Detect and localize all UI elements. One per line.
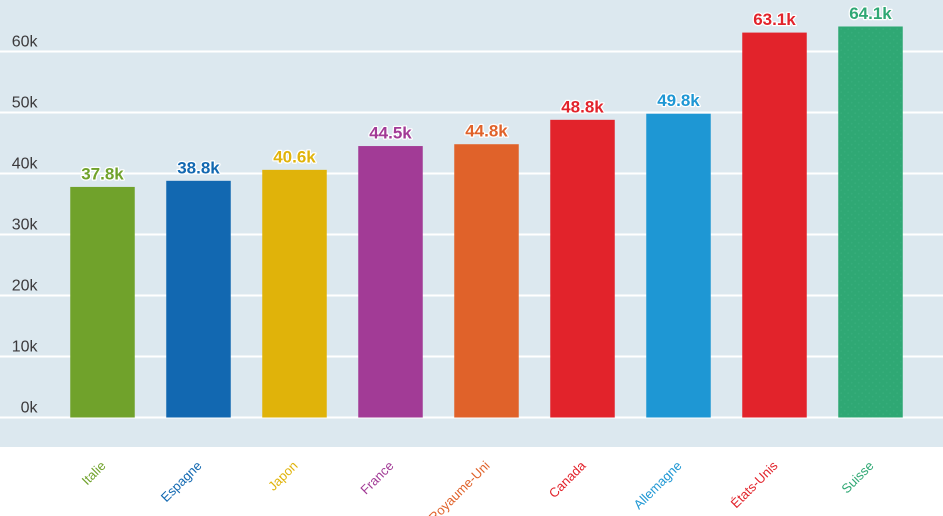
svg-text:20k: 20k	[12, 278, 39, 295]
svg-text:10k: 10k	[12, 339, 39, 356]
svg-text:30k: 30k	[12, 217, 39, 234]
svg-text:Suisse: Suisse	[838, 458, 876, 496]
svg-text:Allemagne: Allemagne	[631, 458, 685, 512]
svg-text:60k: 60k	[12, 34, 39, 51]
svg-text:Espagne: Espagne	[158, 458, 205, 505]
svg-text:France: France	[357, 458, 396, 497]
svg-text:64.1k: 64.1k	[849, 4, 892, 23]
svg-text:40k: 40k	[12, 156, 39, 173]
svg-text:37.8k: 37.8k	[81, 164, 124, 183]
svg-text:40.6k: 40.6k	[273, 147, 316, 166]
svg-text:Royaume-Uni: Royaume-Uni	[426, 458, 493, 516]
svg-text:Italie: Italie	[79, 458, 109, 488]
svg-text:Japon: Japon	[265, 458, 301, 494]
svg-text:50k: 50k	[12, 95, 39, 112]
svg-text:49.8k: 49.8k	[657, 91, 700, 110]
svg-text:38.8k: 38.8k	[177, 158, 220, 177]
svg-text:Canada: Canada	[546, 457, 589, 500]
svg-text:44.5k: 44.5k	[369, 124, 412, 143]
svg-text:0k: 0k	[21, 400, 39, 417]
svg-text:44.8k: 44.8k	[465, 122, 508, 141]
svg-text:États-Unis: États-Unis	[728, 458, 781, 511]
svg-text:48.8k: 48.8k	[561, 97, 604, 116]
svg-text:63.1k: 63.1k	[753, 10, 796, 29]
